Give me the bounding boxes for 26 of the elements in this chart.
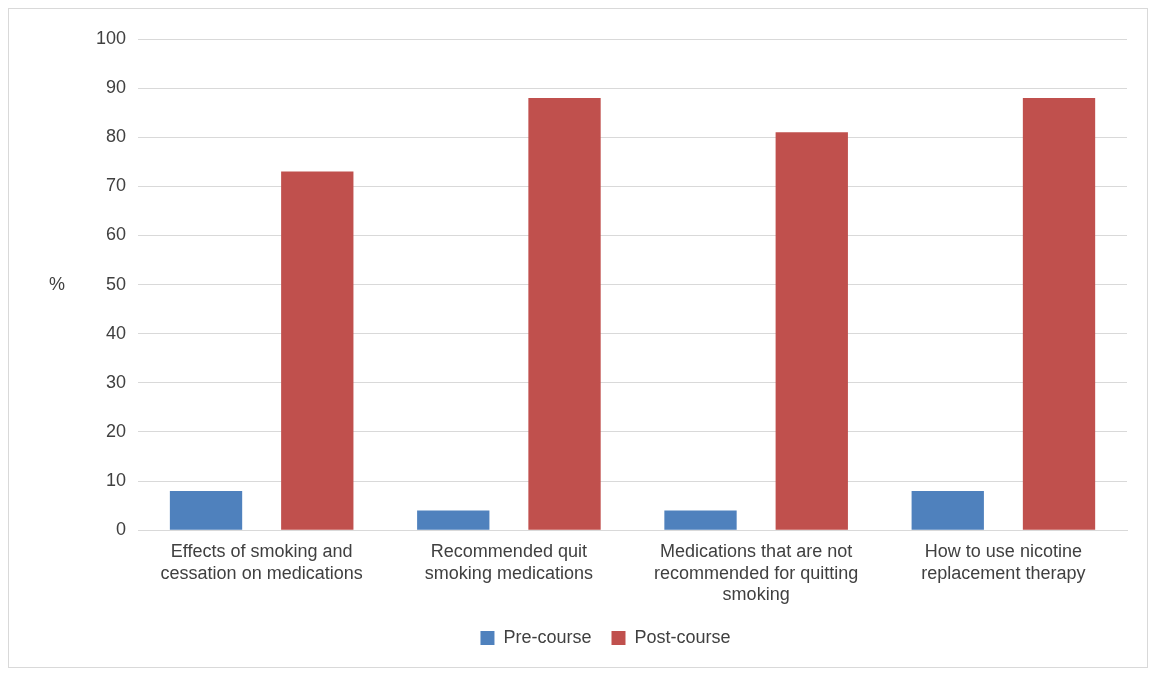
bar bbox=[775, 132, 848, 530]
y-tick-label: 100 bbox=[95, 27, 127, 48]
y-tick-label: 70 bbox=[106, 175, 127, 196]
x-tick-label: How to use nicotine replacement therapy bbox=[921, 540, 1086, 583]
y-tick-label: 0 bbox=[116, 519, 127, 540]
bar bbox=[664, 510, 737, 530]
bar bbox=[1022, 97, 1096, 530]
bar bbox=[528, 97, 601, 530]
y-tick-label: 20 bbox=[106, 420, 127, 441]
bar bbox=[417, 510, 490, 530]
legend-label: Post-course bbox=[634, 626, 731, 647]
y-tick-label: 90 bbox=[106, 77, 127, 98]
bar bbox=[169, 490, 243, 530]
y-tick-label: 10 bbox=[106, 470, 127, 491]
legend-label: Pre-course bbox=[503, 626, 592, 647]
x-tick-label: Medications that are not recommended for quitting smoking bbox=[654, 540, 859, 605]
y-tick-label: 80 bbox=[106, 126, 127, 147]
x-tick-label: Recommended quit smoking medications bbox=[424, 540, 593, 583]
y-tick-label: 30 bbox=[106, 371, 127, 392]
y-tick-label: 50 bbox=[106, 273, 127, 294]
y-tick-label: 40 bbox=[106, 322, 127, 343]
y-tick-label: 60 bbox=[106, 224, 127, 245]
x-tick-label: Effects of smoking and cessation on medications bbox=[160, 540, 363, 583]
bar bbox=[911, 490, 984, 530]
bar bbox=[281, 171, 354, 530]
y-axis-title: % bbox=[48, 273, 66, 294]
